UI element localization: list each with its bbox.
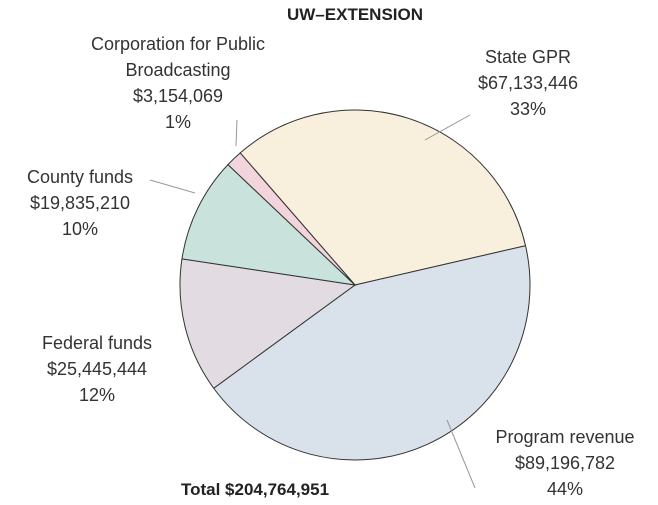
slice-percent: 12% — [78, 385, 116, 405]
leader-line — [446, 419, 476, 489]
slice-value: $67,133,446 — [477, 73, 579, 93]
pie-slice — [179, 258, 357, 389]
pie-slice — [212, 245, 531, 461]
slice-value: $25,445,444 — [46, 359, 148, 379]
slice-label: Federal funds $25,445,444 12% — [17, 330, 177, 408]
slice-value: $3,154,069 — [132, 86, 224, 106]
slice-value: $89,196,782 — [514, 453, 616, 473]
pie-slice — [181, 163, 357, 286]
slice-label: Program revenue $89,196,782 44% — [465, 424, 658, 502]
total-label: Total $204,764,951 — [180, 480, 330, 499]
slice-label: State GPR $67,133,446 33% — [448, 44, 608, 122]
slice-name: Federal funds — [41, 333, 153, 353]
slice-value: $19,835,210 — [29, 193, 131, 213]
slice-label: Corporation for Public Broadcasting $3,15… — [89, 31, 267, 135]
slice-percent: 33% — [509, 99, 547, 119]
pie-slice — [239, 109, 527, 286]
slice-percent: 44% — [546, 479, 584, 499]
slice-name: Program revenue — [495, 427, 635, 447]
slice-name: County funds — [26, 167, 134, 187]
leader-line — [235, 119, 238, 147]
slice-percent: 1% — [164, 112, 191, 132]
chart-title: UW–EXTENSION — [286, 5, 424, 24]
slice-label: County funds $19,835,210 10% — [0, 164, 160, 242]
slice-percent: 10% — [61, 219, 99, 239]
leader-line — [424, 114, 471, 141]
pie-slice — [227, 152, 356, 286]
slice-name: State GPR — [484, 47, 572, 67]
leader-line — [149, 179, 196, 194]
slice-name: Corporation for Public Broadcasting — [90, 34, 266, 80]
